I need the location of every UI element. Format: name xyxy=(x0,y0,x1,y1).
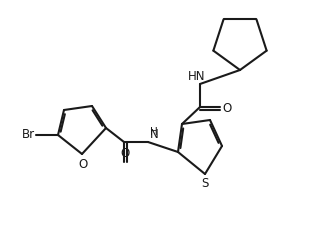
Text: S: S xyxy=(201,177,209,190)
Text: O: O xyxy=(78,158,88,171)
Text: N: N xyxy=(150,128,159,141)
Text: O: O xyxy=(120,147,129,160)
Text: O: O xyxy=(222,101,231,114)
Text: Br: Br xyxy=(22,129,35,142)
Text: HN: HN xyxy=(188,70,206,83)
Text: H: H xyxy=(150,127,158,137)
